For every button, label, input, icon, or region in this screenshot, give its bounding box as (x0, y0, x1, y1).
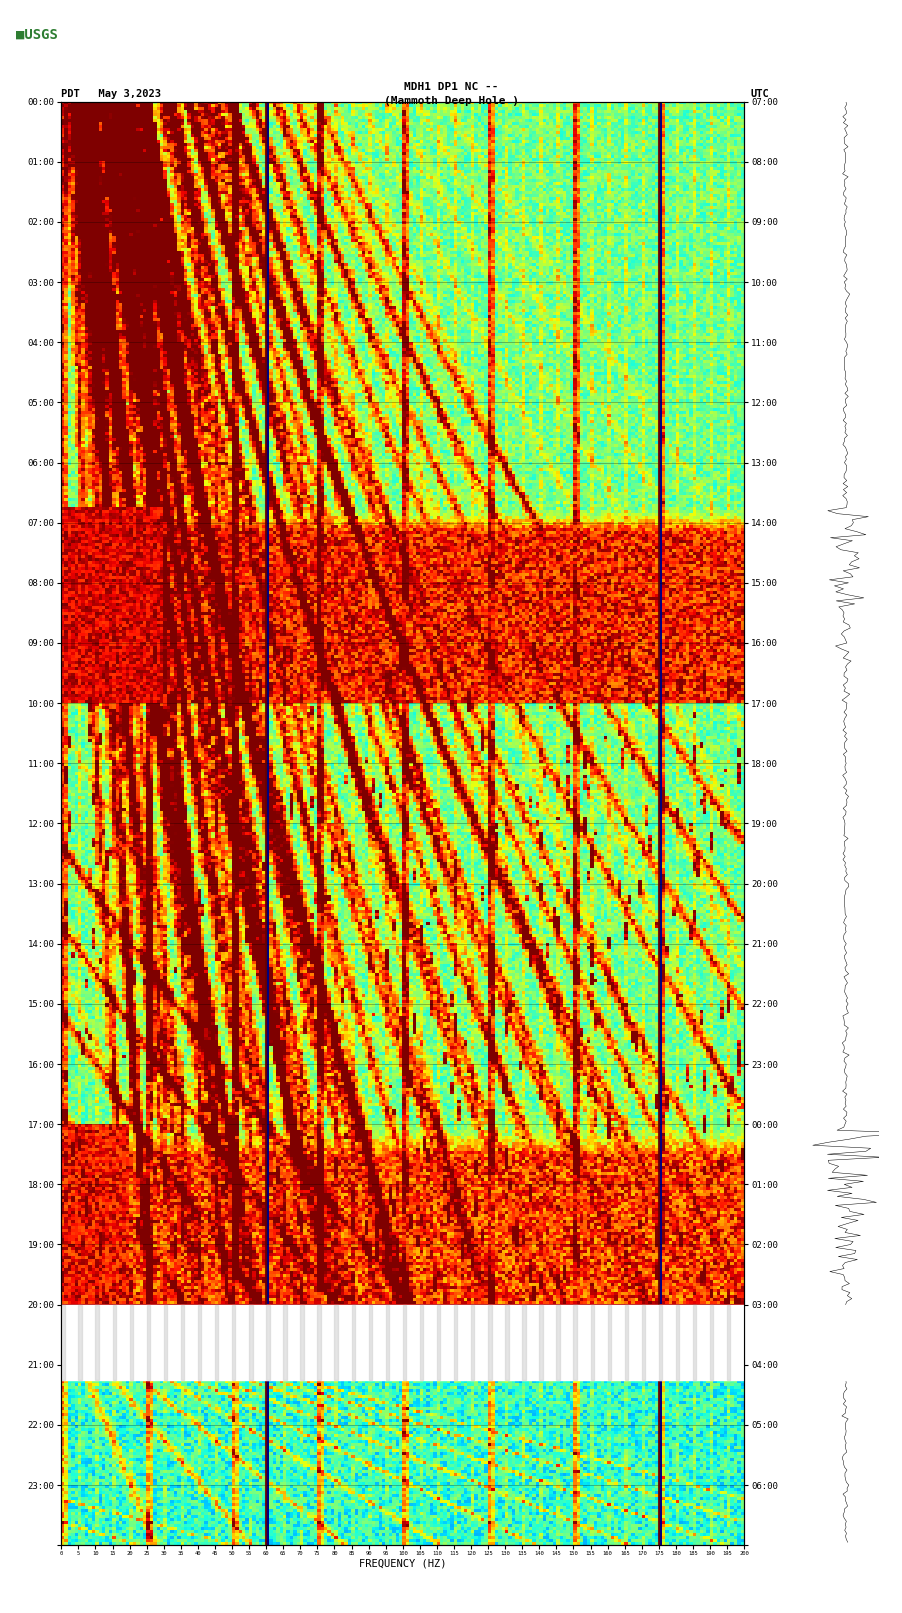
Bar (78, 1305, 82, 1379)
Bar (437, 1305, 440, 1379)
Bar (283, 1305, 287, 1379)
Bar (96, 1305, 99, 1379)
Text: ■USGS: ■USGS (16, 27, 58, 42)
Bar (693, 1305, 696, 1379)
Bar (522, 1305, 526, 1379)
Bar (164, 1305, 167, 1379)
Bar (471, 1305, 474, 1379)
Bar (249, 1305, 253, 1379)
Bar (789, 1305, 902, 1379)
Bar (147, 1305, 150, 1379)
Bar (591, 1305, 594, 1379)
Bar (113, 1305, 116, 1379)
Bar (608, 1305, 611, 1379)
Bar (505, 1305, 509, 1379)
Bar (61, 1305, 744, 1379)
Bar (710, 1305, 713, 1379)
Bar (215, 1305, 218, 1379)
Bar (180, 1305, 184, 1379)
Bar (402, 1305, 406, 1379)
Bar (454, 1305, 457, 1379)
Bar (488, 1305, 492, 1379)
Bar (335, 1305, 338, 1379)
Bar (574, 1305, 577, 1379)
Bar (557, 1305, 560, 1379)
X-axis label: FREQUENCY (HZ): FREQUENCY (HZ) (359, 1558, 446, 1568)
Text: UTC: UTC (750, 89, 769, 98)
Bar (369, 1305, 372, 1379)
Text: MDH1 DP1 NC --: MDH1 DP1 NC -- (404, 82, 498, 92)
Bar (727, 1305, 731, 1379)
Bar (232, 1305, 235, 1379)
Bar (61, 1305, 65, 1379)
Bar (386, 1305, 389, 1379)
Bar (130, 1305, 133, 1379)
Bar (676, 1305, 679, 1379)
Bar (300, 1305, 304, 1379)
Bar (419, 1305, 423, 1379)
Bar (318, 1305, 321, 1379)
Bar (625, 1305, 628, 1379)
Bar (641, 1305, 645, 1379)
Bar (266, 1305, 270, 1379)
Bar (198, 1305, 201, 1379)
Text: (Mammoth Deep Hole ): (Mammoth Deep Hole ) (383, 97, 519, 106)
Bar (352, 1305, 355, 1379)
Text: PDT   May 3,2023: PDT May 3,2023 (61, 89, 161, 98)
Bar (658, 1305, 662, 1379)
Bar (539, 1305, 543, 1379)
